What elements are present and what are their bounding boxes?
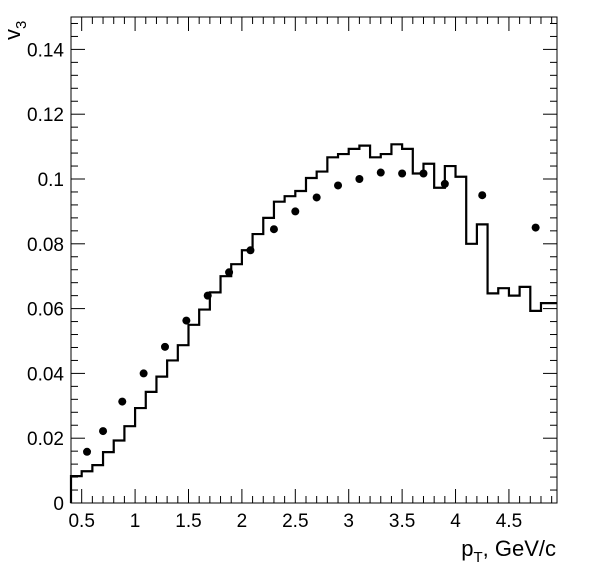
data-point bbox=[225, 268, 234, 277]
data-point bbox=[531, 223, 540, 232]
data-point bbox=[419, 169, 428, 178]
marker-series bbox=[83, 168, 540, 456]
x-tick-label: 3.5 bbox=[389, 511, 415, 532]
x-axis-title: pT, GeV/c bbox=[461, 536, 556, 566]
x-tick-label: 1 bbox=[130, 511, 141, 532]
data-point bbox=[246, 246, 255, 255]
y-tick-label: 0.12 bbox=[27, 105, 64, 126]
minor-ticks bbox=[70, 17, 557, 503]
data-point bbox=[83, 447, 92, 456]
x-tick-label: 4.5 bbox=[496, 511, 522, 532]
x-tick-label: 0.5 bbox=[68, 511, 94, 532]
y-tick-labels: 0 0.02 0.04 0.06 0.08 0.1 0.12 0.14 bbox=[27, 40, 64, 515]
data-point bbox=[139, 369, 148, 378]
y-tick-label: 0 bbox=[53, 494, 64, 515]
x-tick-label: 2 bbox=[237, 511, 248, 532]
plot-frame bbox=[70, 16, 558, 504]
histogram-series-line bbox=[69, 143, 557, 503]
x-tick-labels: 0.5 1 1.5 2 2.5 3 3.5 4 4.5 bbox=[68, 511, 522, 532]
major-ticks bbox=[71, 17, 557, 504]
data-point bbox=[376, 168, 385, 177]
y-tick-label: 0.02 bbox=[27, 429, 64, 450]
y-tick-label: 0.08 bbox=[27, 235, 64, 256]
data-point bbox=[440, 179, 449, 188]
y-tick-label: 0.04 bbox=[27, 364, 64, 385]
data-point bbox=[312, 193, 321, 202]
x-tick-label: 2.5 bbox=[282, 511, 308, 532]
x-tick-label: 3 bbox=[343, 511, 354, 532]
data-point bbox=[355, 175, 364, 183]
data-point bbox=[182, 316, 191, 325]
data-point bbox=[160, 342, 169, 351]
data-point bbox=[398, 169, 407, 178]
data-point bbox=[291, 207, 300, 216]
data-point bbox=[118, 397, 127, 406]
data-point bbox=[203, 291, 212, 300]
y-tick-label: 0.14 bbox=[27, 40, 64, 61]
x-tick-label: 1.5 bbox=[175, 511, 201, 532]
y-tick-label: 0.06 bbox=[27, 300, 64, 321]
y-tick-label: 0.1 bbox=[38, 170, 64, 191]
data-point bbox=[334, 181, 343, 190]
data-point bbox=[269, 225, 278, 234]
data-point bbox=[478, 191, 487, 200]
y-axis-title: v3 bbox=[0, 21, 30, 40]
data-point bbox=[99, 427, 108, 436]
x-tick-label: 4 bbox=[450, 511, 461, 532]
